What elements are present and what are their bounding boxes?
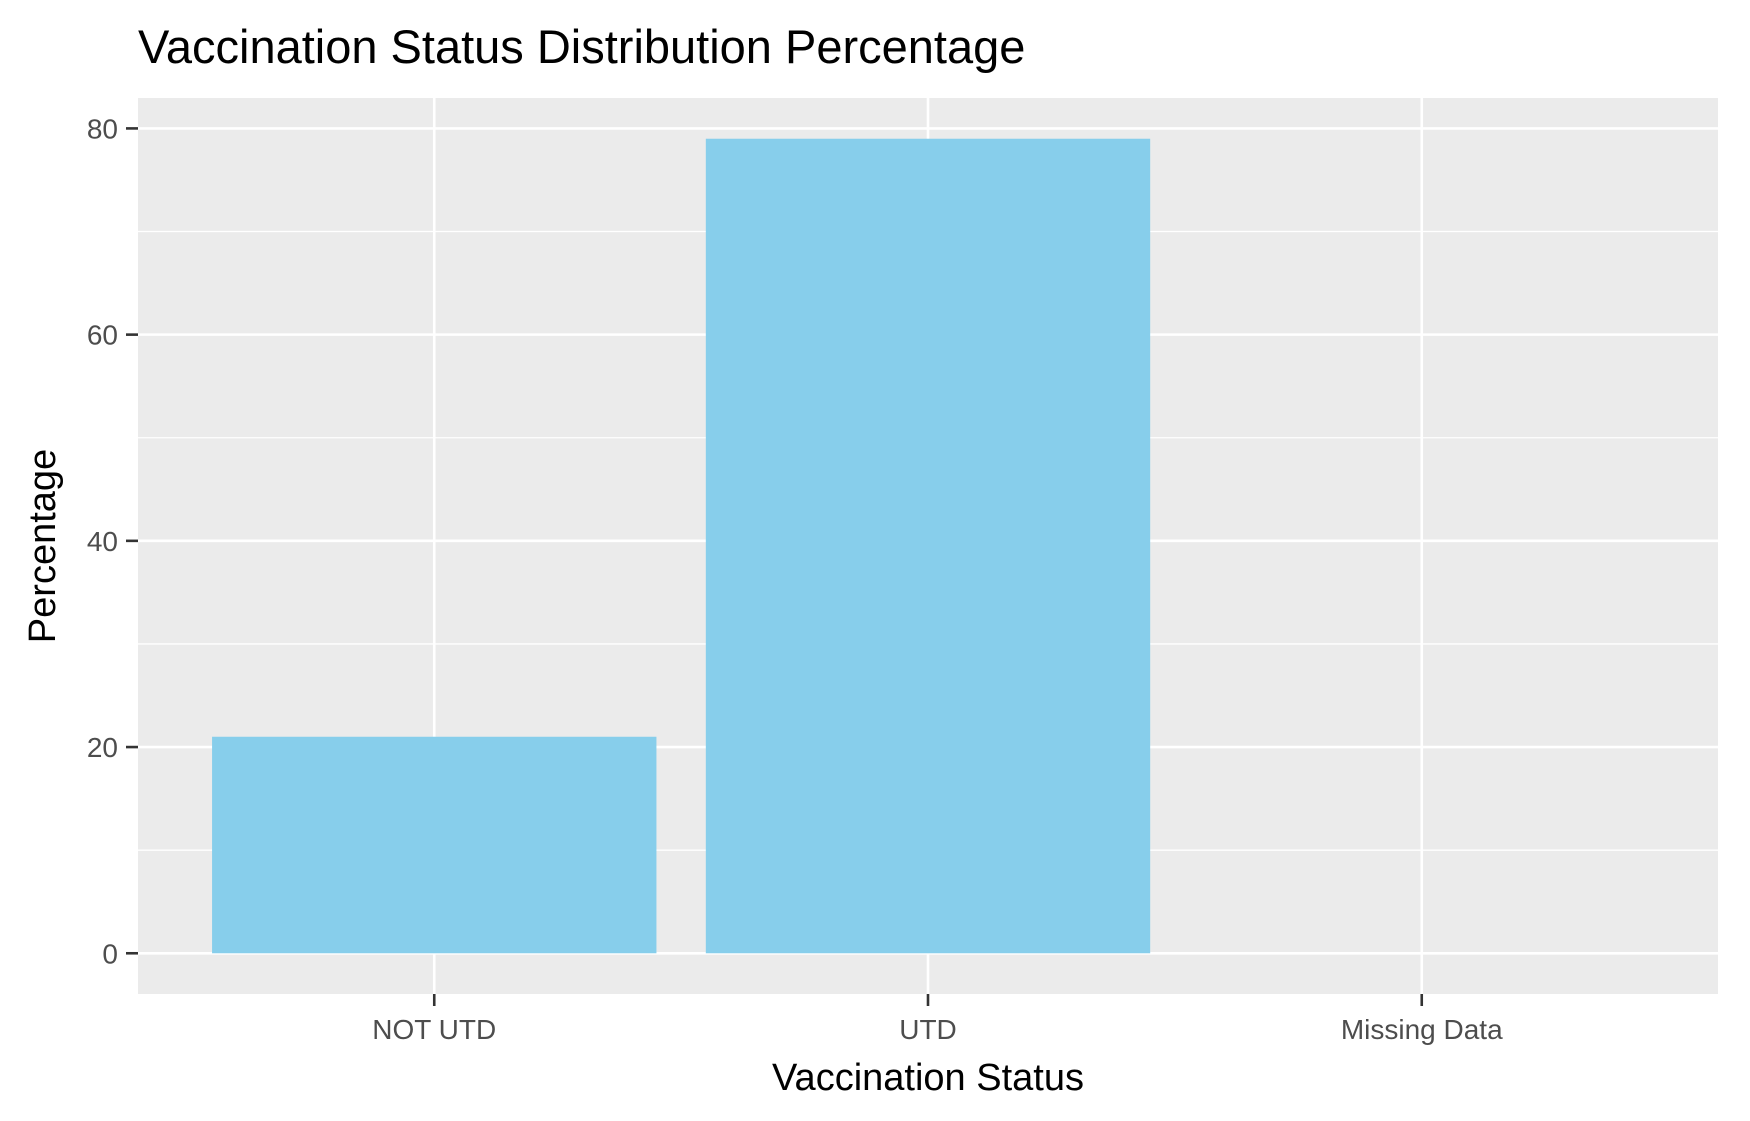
x-tick-label: NOT UTD [372, 1014, 496, 1045]
bar [705, 138, 1151, 954]
y-tick-label: 0 [102, 938, 118, 969]
y-tick-label: 60 [87, 320, 118, 351]
x-axis-title: Vaccination Status [772, 1057, 1084, 1099]
x-tick-label: Missing Data [1341, 1014, 1503, 1045]
y-axis-title: Percentage [22, 449, 64, 643]
x-tick-label: UTD [899, 1014, 957, 1045]
bars [212, 138, 1151, 954]
chart-title: Vaccination Status Distribution Percenta… [138, 20, 1025, 73]
y-tick-label: 80 [87, 113, 118, 144]
y-tick-label: 20 [87, 732, 118, 763]
bar [212, 736, 657, 954]
y-axis: 0 20 40 60 80 [87, 113, 138, 969]
x-axis: NOT UTD UTD Missing Data [372, 994, 1503, 1045]
y-tick-label: 40 [87, 526, 118, 557]
